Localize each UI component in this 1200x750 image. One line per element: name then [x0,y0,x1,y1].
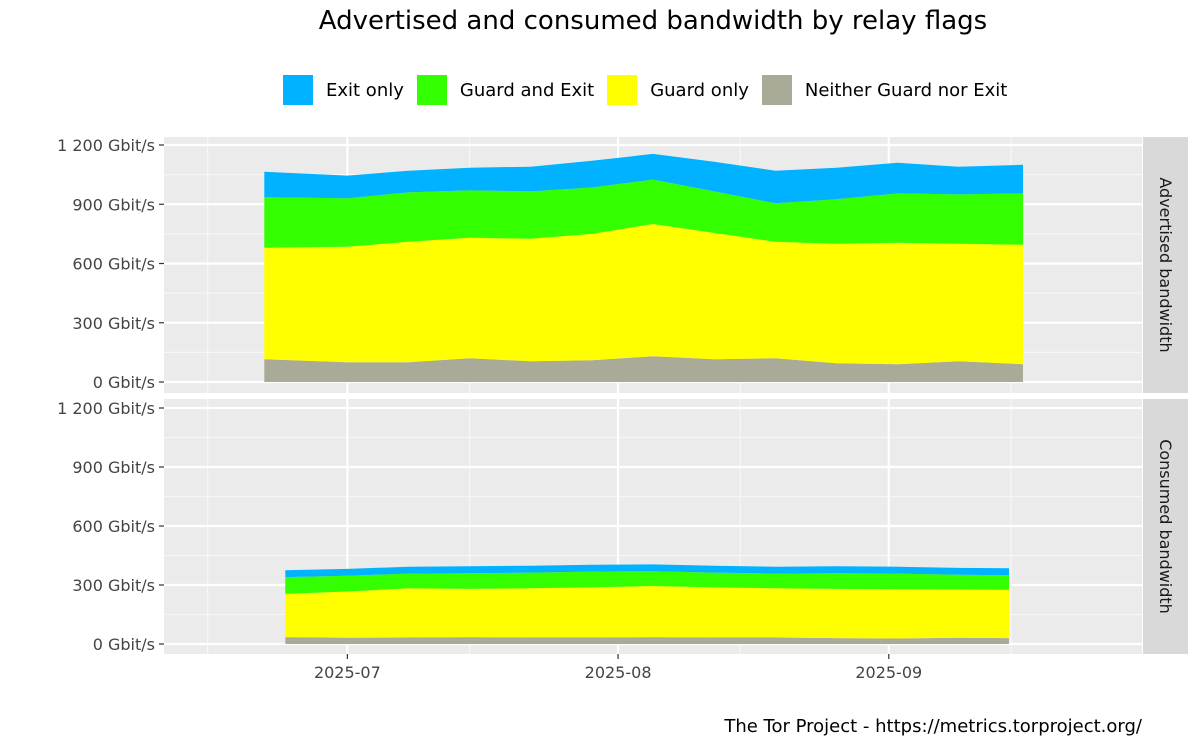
legend-key-guard-and-exit [415,74,448,106]
legend: Exit only Guard and Exit Guard only Neit… [282,72,1019,108]
legend-item-guard-only: Guard only [606,74,749,106]
y-tick-label: 0 Gbit/s [93,635,155,654]
facet-strip-label: Consumed bandwidth [1156,439,1175,614]
caption: The Tor Project - https://metrics.torpro… [724,716,1142,737]
y-tick-label: 600 Gbit/s [72,255,155,274]
area-guard-only [264,224,1023,365]
area-guard-and-exit [285,571,1009,594]
y-tick-label: 0 Gbit/s [93,373,155,392]
facet-strip [1143,137,1188,393]
area-guard-only [285,586,1009,639]
area-exit-only [264,153,1023,204]
legend-label-guard-only: Guard only [650,79,749,101]
legend-item-exit-only: Exit only [282,74,404,106]
chart-title: Advertised and consumed bandwidth by rel… [318,6,988,36]
x-tick-label: 2025-09 [855,663,922,682]
y-tick-label: 900 Gbit/s [72,195,155,214]
y-tick-label: 900 Gbit/s [72,458,155,477]
y-tick-label: 300 Gbit/s [72,576,155,595]
y-tick-label: 600 Gbit/s [72,517,155,536]
legend-label-guard-and-exit: Guard and Exit [459,79,595,101]
legend-item-neither: Neither Guard nor Exit [760,74,1008,106]
area-neither-guard-nor-exit [285,637,1009,644]
legend-key-exit-only [282,74,314,106]
legend-label-exit-only: Exit only [326,79,404,101]
area-neither-guard-nor-exit [264,356,1023,382]
x-tick-label: 2025-08 [585,663,652,682]
legend-label-neither: Neither Guard nor Exit [804,79,1008,101]
legend-key-guard-only [606,74,639,106]
facet-strip [1143,399,1188,654]
area-guard-and-exit [264,179,1023,248]
area-exit-only [285,564,1009,578]
facet-strip-label: Advertised bandwidth [1156,177,1175,352]
y-tick-label: 1 200 Gbit/s [57,399,155,418]
legend-item-guard-and-exit: Guard and Exit [415,74,595,106]
y-tick-label: 300 Gbit/s [72,314,155,333]
legend-key-neither [760,74,793,106]
x-tick-label: 2025-07 [314,663,381,682]
y-tick-label: 1 200 Gbit/s [57,136,155,155]
